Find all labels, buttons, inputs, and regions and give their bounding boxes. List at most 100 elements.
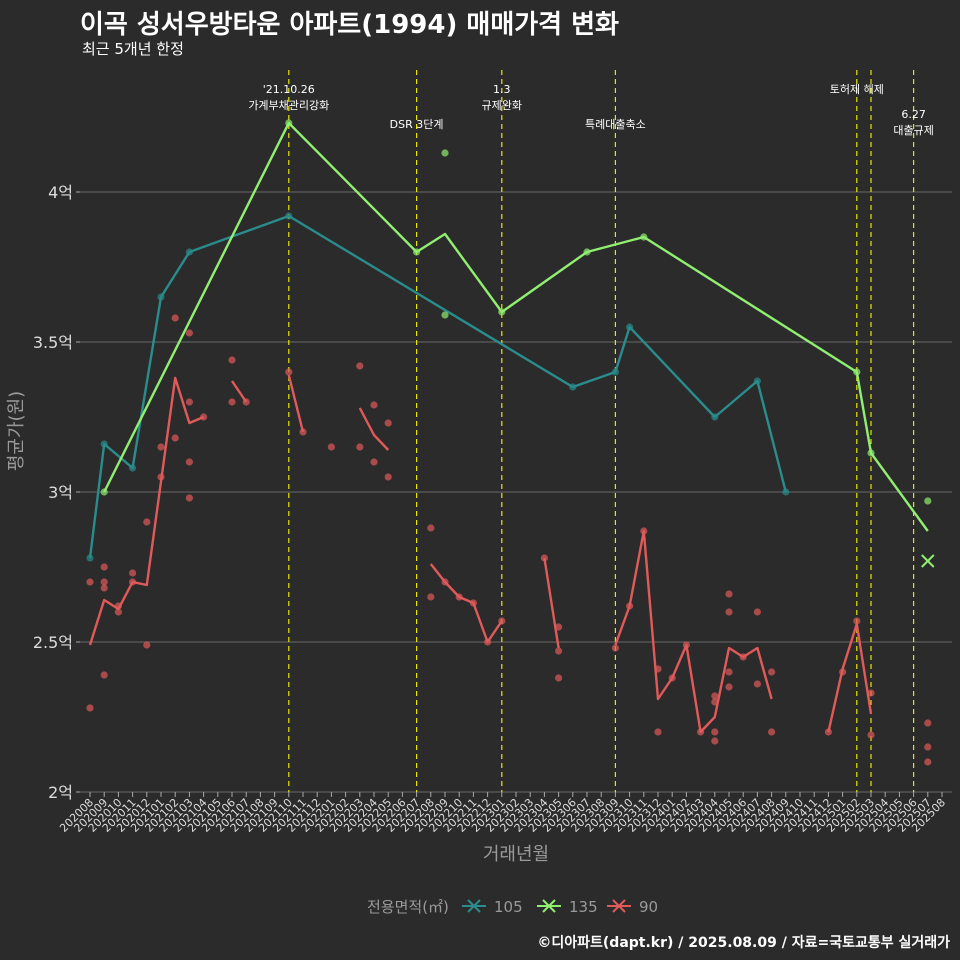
axis-layer: 2억2.5억3억3.5억4억20200820200920201020201120… bbox=[6, 183, 948, 865]
series-point-90 bbox=[555, 674, 563, 682]
series-line-90 bbox=[614, 529, 773, 734]
series-point-105 bbox=[782, 488, 790, 496]
series-point-90 bbox=[753, 680, 762, 688]
series-point-90 bbox=[143, 518, 151, 526]
series-point-105 bbox=[100, 440, 108, 448]
series-point-90 bbox=[469, 599, 477, 607]
series-point-105 bbox=[569, 383, 577, 391]
series-point-90 bbox=[100, 578, 108, 586]
series-point-135 bbox=[583, 248, 591, 256]
series-point-90 bbox=[924, 719, 932, 727]
series-point-90 bbox=[441, 578, 449, 586]
series-point-90 bbox=[370, 458, 378, 466]
series-point-90 bbox=[768, 728, 776, 736]
series-cross-135 bbox=[921, 554, 935, 568]
series-point-90 bbox=[143, 641, 151, 649]
series-point-90 bbox=[200, 413, 208, 421]
series-point-90 bbox=[242, 398, 250, 406]
series-point-90 bbox=[682, 641, 691, 649]
series-point-105 bbox=[753, 377, 762, 385]
grid-layer bbox=[80, 191, 952, 793]
event-label: 대출규제 bbox=[893, 124, 933, 137]
event-label: '21.10.26 bbox=[263, 83, 315, 96]
series-point-90 bbox=[668, 674, 676, 682]
series-line-90 bbox=[543, 557, 560, 649]
y-tick-label: 4억 bbox=[48, 183, 73, 202]
series-point-90 bbox=[86, 704, 94, 712]
series-point-90 bbox=[697, 728, 705, 736]
legend-key-90 bbox=[612, 899, 626, 913]
series-point-90 bbox=[540, 554, 549, 562]
series-point-90 bbox=[370, 401, 378, 409]
series-point-90 bbox=[356, 362, 364, 370]
series-point-90 bbox=[129, 578, 137, 586]
legend-label-90: 90 bbox=[639, 898, 658, 916]
series-point-90 bbox=[753, 608, 762, 616]
series-point-90 bbox=[725, 668, 733, 676]
series-point-90 bbox=[498, 617, 506, 625]
series-point-90 bbox=[185, 458, 193, 466]
series-point-90 bbox=[427, 524, 435, 532]
series-point-90 bbox=[867, 731, 875, 739]
series-point-105 bbox=[626, 323, 634, 331]
series-point-90 bbox=[626, 602, 634, 610]
legend-key-105 bbox=[467, 899, 481, 913]
event-label: DSR 3단계 bbox=[390, 118, 444, 131]
y-tick-label: 2억 bbox=[48, 783, 73, 802]
series-point-90 bbox=[356, 443, 364, 451]
series-point-90 bbox=[853, 617, 861, 625]
event-label: 특례대출축소 bbox=[585, 118, 646, 131]
series-point-135 bbox=[640, 233, 648, 241]
x-axis-title: 거래년월 bbox=[483, 844, 549, 865]
series-point-90 bbox=[768, 668, 776, 676]
series-point-90 bbox=[86, 578, 94, 586]
series-point-90 bbox=[185, 398, 193, 406]
chart-title: 이곡 성서우방타운 아파트(1994) 매매가격 변화 bbox=[80, 10, 619, 40]
legend-title: 전용면적(㎡) bbox=[367, 898, 449, 916]
series-point-90 bbox=[114, 608, 122, 616]
y-axis-title: 평균가(원) bbox=[6, 391, 27, 471]
series-line-90 bbox=[231, 380, 248, 403]
series-point-90 bbox=[711, 698, 719, 706]
series-point-135 bbox=[285, 119, 293, 127]
series-point-105 bbox=[711, 413, 719, 421]
y-tick-label: 3억 bbox=[48, 483, 73, 502]
series-point-90 bbox=[711, 737, 719, 745]
series-point-105 bbox=[157, 293, 165, 301]
series-point-90 bbox=[327, 443, 335, 451]
series-point-90 bbox=[725, 590, 733, 598]
legend-key-135 bbox=[542, 899, 556, 913]
series-point-90 bbox=[725, 683, 733, 691]
series-point-90 bbox=[654, 665, 662, 673]
series-point-105 bbox=[129, 464, 137, 472]
series-point-90 bbox=[611, 644, 620, 652]
series-point-90 bbox=[100, 584, 108, 592]
series-point-90 bbox=[171, 434, 179, 442]
series-point-90 bbox=[171, 314, 179, 322]
series-point-105 bbox=[285, 212, 293, 220]
event-label: 규제완화 bbox=[482, 99, 522, 112]
series-line-90 bbox=[827, 622, 873, 733]
series-point-90 bbox=[555, 647, 563, 655]
series-point-135 bbox=[924, 497, 932, 505]
series-point-135 bbox=[498, 308, 506, 316]
legend-label-135: 135 bbox=[569, 898, 598, 916]
series-point-90 bbox=[839, 668, 847, 676]
y-tick-label: 2.5억 bbox=[33, 633, 73, 652]
series-point-105 bbox=[86, 554, 94, 562]
series-point-90 bbox=[711, 728, 719, 736]
series-line-105 bbox=[88, 214, 787, 559]
series-line-90 bbox=[88, 376, 205, 646]
series-point-90 bbox=[555, 623, 563, 631]
event-label: 가계부채관리강화 bbox=[248, 99, 329, 112]
series-point-135 bbox=[853, 368, 861, 376]
series-point-90 bbox=[484, 638, 492, 646]
series-point-90 bbox=[725, 608, 733, 616]
series-point-135 bbox=[100, 488, 108, 496]
footer-credit: ©디아파트(dapt.kr) / 2025.08.09 / 자료=국토교통부 실… bbox=[537, 935, 950, 951]
series-point-90 bbox=[640, 527, 648, 535]
series-point-90 bbox=[384, 419, 392, 427]
series-point-90 bbox=[739, 653, 747, 661]
series-line-135 bbox=[103, 121, 929, 532]
